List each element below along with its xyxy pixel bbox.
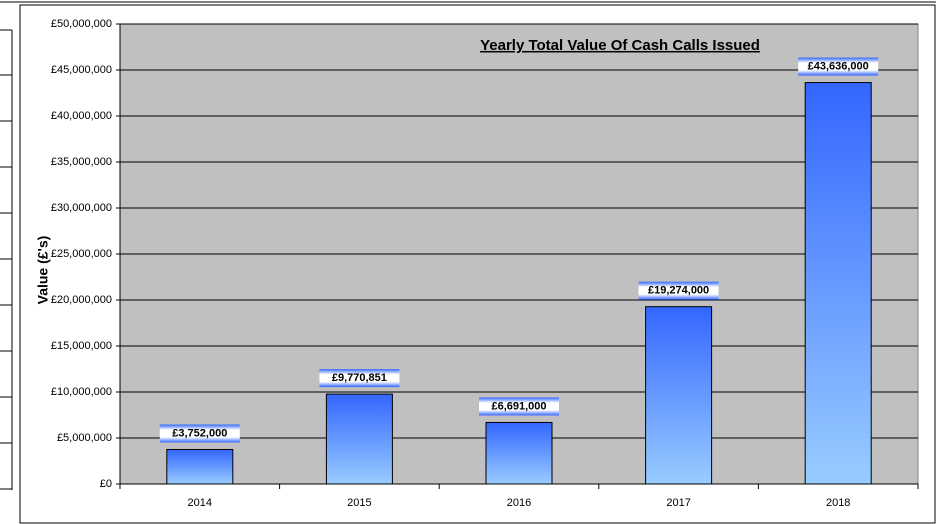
- x-tick-label: 2017: [666, 497, 690, 509]
- value-label: £9,770,851: [332, 372, 387, 384]
- y-tick-label: £50,000,000: [51, 18, 112, 30]
- y-tick-label: £15,000,000: [51, 340, 112, 352]
- x-tick-label: 2018: [826, 497, 850, 509]
- value-label: £43,636,000: [808, 60, 869, 72]
- y-tick-label: £45,000,000: [51, 64, 112, 76]
- value-label-bg: [479, 397, 559, 416]
- y-tick-label: £0: [100, 478, 112, 490]
- x-tick-label: 2014: [188, 497, 212, 509]
- y-tick-label: £20,000,000: [51, 294, 112, 306]
- value-label: £6,691,000: [491, 400, 546, 412]
- value-label-bg: [638, 281, 719, 300]
- x-tick-label: 2015: [347, 497, 371, 509]
- bar: [485, 421, 553, 485]
- bar: [804, 82, 872, 485]
- value-label-bg: [319, 369, 400, 388]
- chart-title: Yearly Total Value Of Cash Calls Issued: [480, 37, 760, 54]
- y-tick-label: £5,000,000: [57, 432, 112, 444]
- y-tick-label: £30,000,000: [51, 202, 112, 214]
- x-tick-label: 2016: [507, 497, 531, 509]
- value-label: £19,274,000: [648, 285, 709, 297]
- bar: [166, 448, 234, 485]
- value-label-bg: [798, 57, 879, 76]
- bar: [325, 393, 393, 485]
- y-tick-label: £35,000,000: [51, 156, 112, 168]
- y-tick-label: £10,000,000: [51, 386, 112, 398]
- value-label-bg: [159, 424, 240, 443]
- value-label: £3,752,000: [172, 427, 227, 439]
- y-axis-label: Value (£'s): [35, 236, 51, 305]
- left-sheet-strip: [0, 29, 13, 490]
- y-tick-label: £40,000,000: [51, 110, 112, 122]
- bar: [645, 306, 713, 485]
- y-tick-label: £25,000,000: [51, 248, 112, 260]
